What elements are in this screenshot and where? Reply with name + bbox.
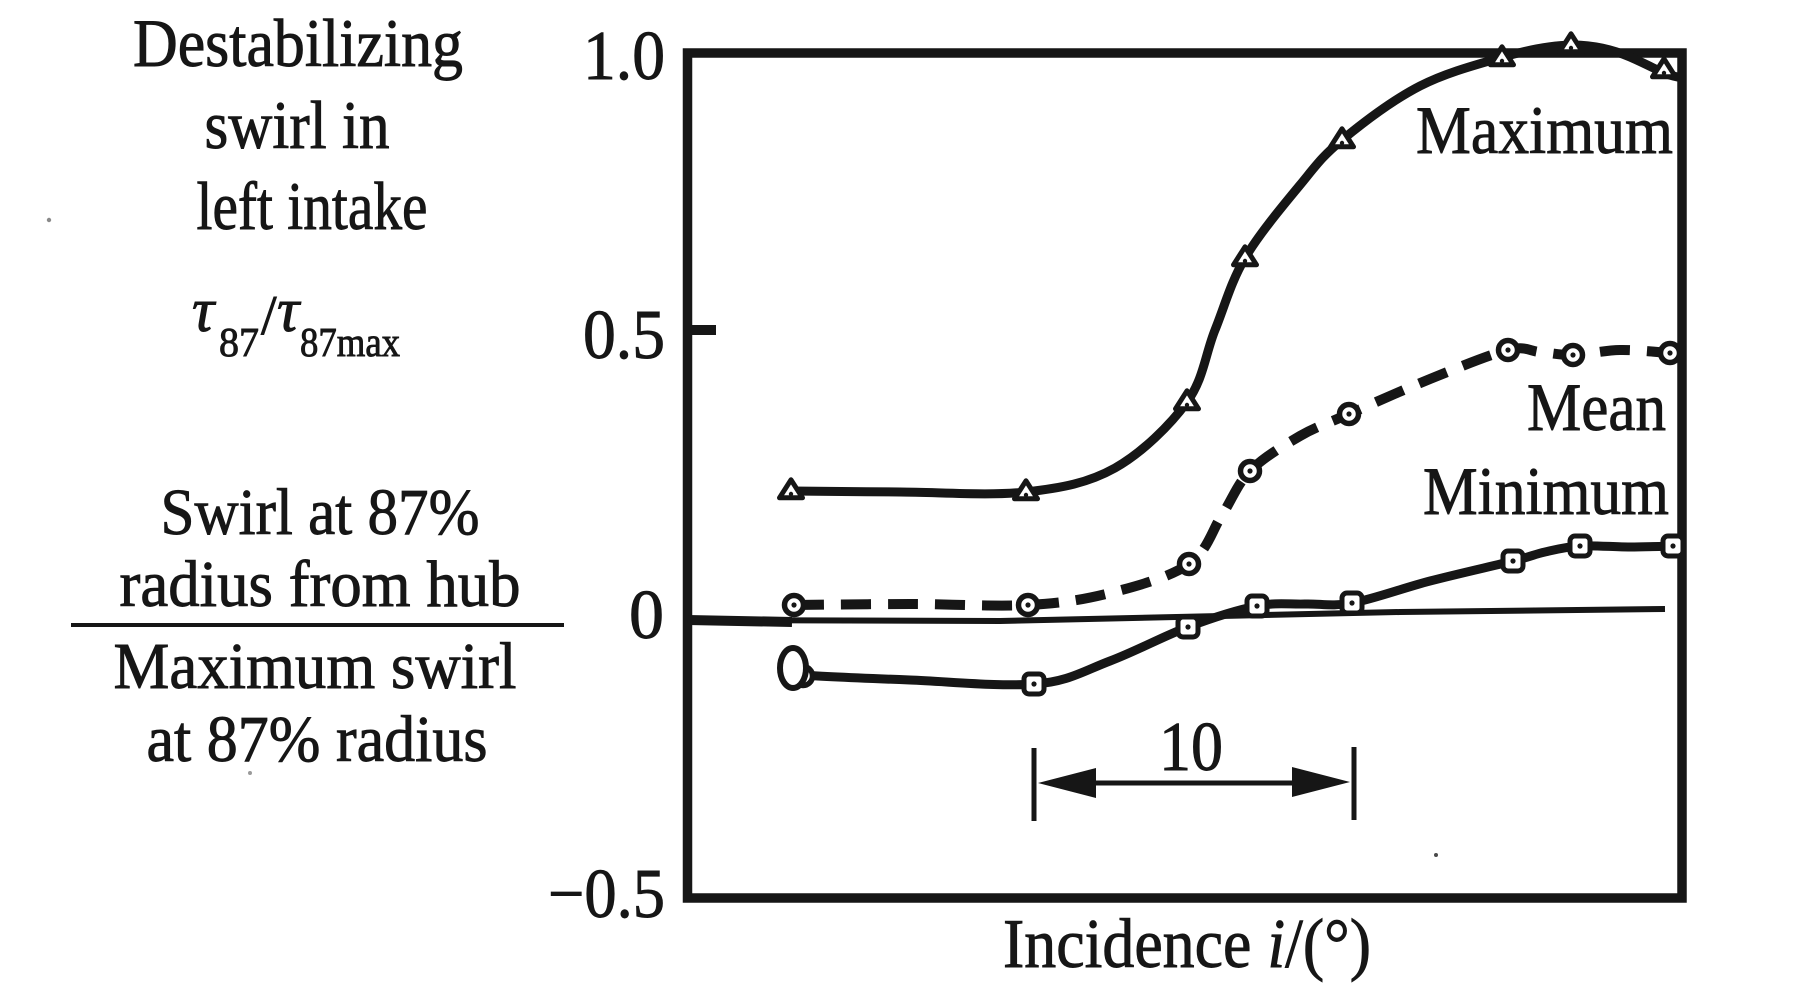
- svg-text:swirl in: swirl in: [205, 87, 390, 163]
- svg-text:radius from hub: radius from hub: [120, 548, 521, 621]
- svg-text:Mean: Mean: [1527, 369, 1666, 445]
- svg-text:0: 0: [629, 577, 664, 654]
- svg-text:87: 87: [219, 319, 259, 365]
- svg-text:Swirl at 87%: Swirl at 87%: [161, 476, 480, 549]
- svg-text:Maximum swirl: Maximum swirl: [114, 630, 517, 703]
- svg-text:Destabilizing: Destabilizing: [133, 5, 463, 81]
- svg-text:Incidence i/(°): Incidence i/(°): [1003, 906, 1371, 983]
- svg-text:10: 10: [1159, 709, 1223, 786]
- svg-text:/: /: [261, 285, 277, 347]
- svg-text:Minimum: Minimum: [1423, 453, 1669, 529]
- svg-text:τ: τ: [192, 277, 217, 345]
- svg-text:left intake: left intake: [197, 168, 428, 244]
- svg-text:0.5: 0.5: [583, 297, 665, 374]
- svg-text:at 87% radius: at 87% radius: [147, 703, 488, 776]
- svg-text:−0.5: −0.5: [548, 856, 665, 933]
- svg-text:87max: 87max: [300, 319, 400, 365]
- svg-text:1.0: 1.0: [583, 18, 665, 95]
- svg-text:Maximum: Maximum: [1416, 92, 1673, 168]
- svg-text:τ: τ: [277, 277, 302, 345]
